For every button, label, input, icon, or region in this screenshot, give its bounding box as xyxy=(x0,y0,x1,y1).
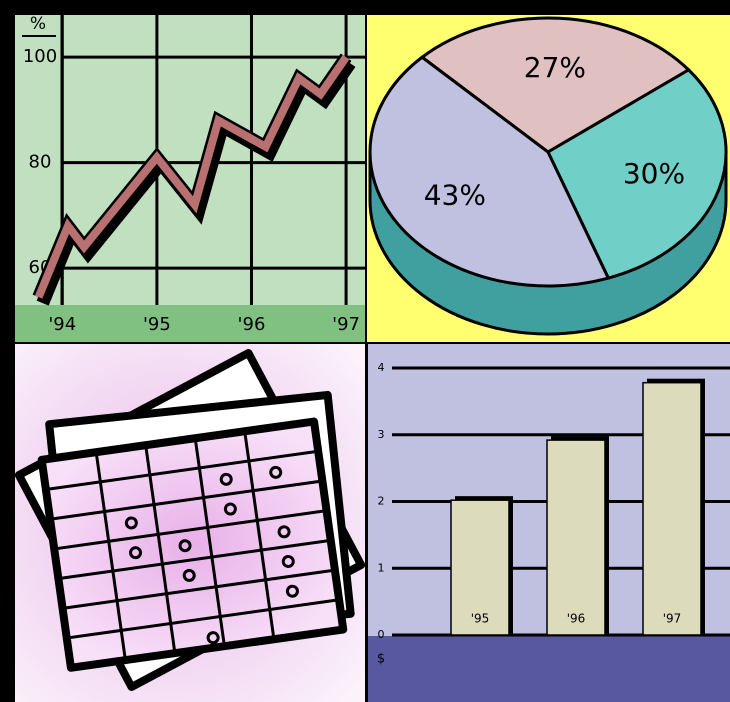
line-axis-band xyxy=(15,305,365,342)
bar xyxy=(450,499,510,636)
x-tick-label: '96 xyxy=(238,314,266,335)
y-tick-label: 0 xyxy=(378,628,385,641)
x-tick-label: '97 xyxy=(663,612,682,626)
pie-slice xyxy=(546,68,728,280)
x-tick-label: '95 xyxy=(471,612,490,626)
y-tick-label: 1 xyxy=(378,561,385,574)
y-axis-label: % xyxy=(30,14,46,34)
y-tick-label: 4 xyxy=(378,361,385,374)
y-tick-label: 3 xyxy=(378,428,385,441)
y-tick-label: 100 xyxy=(23,46,57,67)
pie-label: 30% xyxy=(623,157,685,190)
x-tick-label: '97 xyxy=(332,314,360,335)
y-axis-label: $ xyxy=(377,652,385,667)
line-panel xyxy=(15,15,365,342)
y-tick-label: 80 xyxy=(29,152,52,173)
pie-label: 27% xyxy=(524,51,586,84)
spreadsheet-illustration xyxy=(14,349,366,691)
pie-label: 43% xyxy=(424,179,486,212)
x-tick-label: '95 xyxy=(143,314,171,335)
bar xyxy=(642,381,702,636)
line-series xyxy=(34,54,350,299)
pie-slice xyxy=(368,55,611,288)
bar-floor xyxy=(368,636,730,702)
bar xyxy=(546,439,606,636)
x-tick-label: '96 xyxy=(567,612,586,626)
y-tick-label: 2 xyxy=(378,495,385,508)
pie-slice xyxy=(419,16,692,154)
x-tick-label: '94 xyxy=(48,314,76,335)
